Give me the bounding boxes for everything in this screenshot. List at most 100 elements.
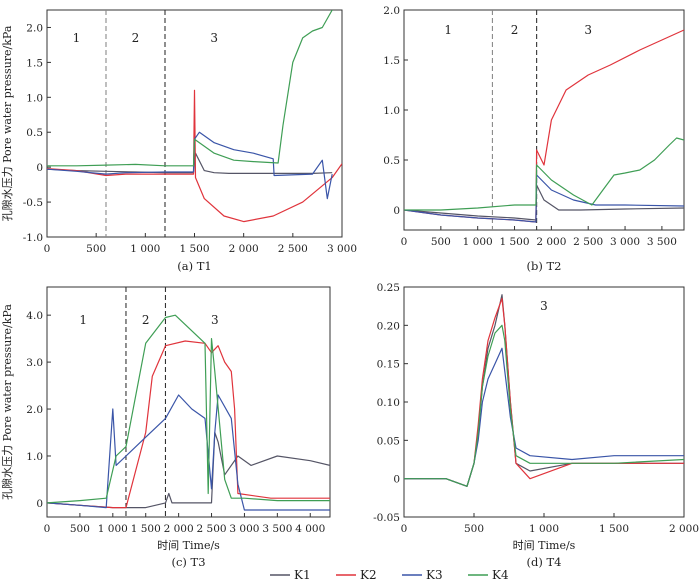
x-tick-label: 1 000 — [98, 523, 128, 535]
x-tick-label: 2 000 — [229, 243, 259, 255]
series-line-k2 — [404, 29, 684, 223]
x-tick-label: 4 000 — [295, 523, 325, 535]
x-tick-label: 3 500 — [647, 236, 677, 248]
series-line-k3 — [47, 131, 333, 200]
y-tick-label: 1.5 — [383, 55, 400, 67]
chart-panels: -1.0-0.500.51.01.52.00 500 1 000 1 500 2 000… — [0, 5, 699, 569]
x-tick-label: 500 — [86, 243, 106, 255]
x-axis-title: 时间 Time/s — [513, 539, 576, 552]
region-label: 2 — [132, 31, 140, 45]
x-tick-label: 2 000 — [669, 523, 699, 535]
x-tick-label: 1 000 — [130, 243, 160, 255]
chart-panel-3: 0 1.0 2.0 3.0 4.0 0 500 1 000 1 500 2 000 2 500 3 0… — [0, 286, 331, 569]
chart-panel-2: 0 0.5 1.0 1.5 2.0 0 500 1 000 1 500 2 000 2 500 3 0… — [383, 5, 685, 273]
x-tick-label: 500 — [431, 236, 451, 248]
y-axis-title: 孔隙水压力 Pore water pressure/kPa — [0, 304, 14, 500]
y-tick-label: -0.05 — [373, 512, 400, 524]
series-line-k2 — [47, 340, 330, 509]
legend-label-k4: K4 — [492, 568, 509, 582]
y-tick-label: 4.0 — [26, 310, 43, 322]
panel-caption: (b) T2 — [527, 259, 562, 273]
x-tick-label: 1 000 — [529, 523, 559, 535]
series-line-k3 — [404, 347, 684, 487]
x-tick-label: 500 — [70, 523, 90, 535]
series-line-k1 — [404, 184, 684, 221]
x-tick-label: 2 000 — [536, 236, 566, 248]
y-tick-label: 2.0 — [26, 404, 43, 416]
series-line-k4 — [47, 314, 330, 504]
series-line-k4 — [404, 324, 684, 487]
y-tick-label: 0.5 — [383, 155, 400, 167]
x-tick-label: 1 500 — [131, 523, 161, 535]
legend: K1 K2 K3 K4 — [270, 568, 509, 582]
series-line-k2 — [47, 89, 342, 223]
x-tick-label: 1 500 — [599, 523, 629, 535]
x-tick-label: 2 500 — [278, 243, 308, 255]
region-label: 3 — [211, 313, 219, 327]
x-tick-label: 0 — [44, 243, 51, 255]
y-tick-label: 0 — [393, 474, 400, 486]
x-tick-label: 1 500 — [179, 243, 209, 255]
x-tick-label: 0 — [401, 523, 408, 535]
panel-caption: (c) T3 — [171, 555, 205, 569]
x-tick-label: 1 000 — [463, 236, 493, 248]
y-tick-label: 0.5 — [26, 127, 43, 139]
x-tick-label: 1 500 — [499, 236, 529, 248]
region-label: 3 — [540, 299, 548, 313]
y-tick-label: 0 — [393, 205, 400, 217]
y-tick-label: 1.0 — [26, 92, 43, 104]
x-tick-label: 3 000 — [229, 523, 259, 535]
y-tick-label: 2.0 — [383, 5, 400, 17]
series-line-k3 — [404, 174, 684, 223]
series-line-k4 — [404, 137, 684, 211]
x-tick-label: 0 — [401, 236, 408, 248]
y-tick-label: 1.0 — [383, 105, 400, 117]
region-label: 1 — [444, 23, 452, 37]
x-tick-label: 0 — [44, 523, 51, 535]
region-label: 3 — [210, 31, 218, 45]
region-label: 2 — [511, 23, 519, 37]
y-tick-label: 1.5 — [26, 57, 43, 69]
y-tick-label: 1.0 — [26, 451, 43, 463]
legend-label-k2: K2 — [360, 568, 377, 582]
region-label: 1 — [79, 313, 87, 327]
y-tick-label: 0.25 — [377, 282, 400, 294]
x-tick-label: 3 000 — [327, 243, 357, 255]
y-tick-label: -0.5 — [23, 197, 43, 209]
series-line-k3 — [47, 394, 330, 511]
y-tick-label: 3.0 — [26, 357, 43, 369]
y-tick-label: 0.15 — [377, 359, 400, 371]
y-tick-label: 2.0 — [26, 22, 43, 34]
region-label: 3 — [584, 23, 592, 37]
region-label: 2 — [142, 313, 150, 327]
plot-frame — [46, 286, 331, 518]
series-line-k4 — [47, 10, 333, 167]
y-tick-label: -1.0 — [23, 232, 43, 244]
x-axis-title: 时间 Time/s — [157, 539, 220, 552]
y-tick-label: 0 — [36, 162, 43, 174]
region-label: 1 — [73, 31, 81, 45]
y-tick-label: 0.10 — [377, 397, 400, 409]
legend-label-k3: K3 — [426, 568, 443, 582]
legend-label-k1: K1 — [294, 568, 311, 582]
x-tick-label: 2 500 — [197, 523, 227, 535]
panel-caption: (d) T4 — [527, 555, 562, 569]
plot-frame — [403, 286, 685, 518]
x-tick-label: 3 000 — [610, 236, 640, 248]
y-tick-label: 0 — [36, 498, 43, 510]
x-tick-label: 2 000 — [164, 523, 194, 535]
x-tick-label: 500 — [464, 523, 484, 535]
series-line-k1 — [47, 431, 330, 509]
y-tick-label: 0.05 — [377, 435, 400, 447]
y-axis-title: 孔隙水压力 Pore water pressure/kPa — [0, 25, 14, 221]
x-tick-label: 2 500 — [573, 236, 603, 248]
x-tick-label: 3 500 — [262, 523, 292, 535]
series-line-k1 — [47, 152, 333, 174]
panel-caption: (a) T1 — [177, 259, 211, 273]
series-line-k2 — [404, 297, 684, 487]
chart-panel-1: -1.0 -0.5 0 0.5 1.0 1.5 2.0 0 500 1 000 1 500 2 000… — [0, 9, 357, 273]
y-tick-label: 0.20 — [377, 320, 400, 332]
plot-frame — [403, 9, 685, 231]
